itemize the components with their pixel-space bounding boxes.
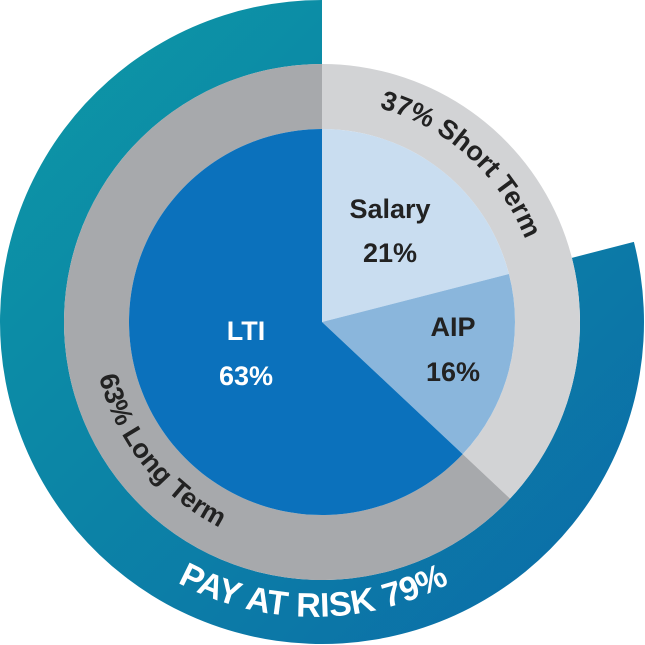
salary-value: 21% xyxy=(363,238,417,268)
salary-label: Salary xyxy=(349,194,430,224)
lti-slice xyxy=(128,129,463,515)
aip-value: 16% xyxy=(426,357,480,387)
lti-value: 63% xyxy=(219,361,273,391)
salary-slice xyxy=(322,129,509,322)
aip-slice xyxy=(322,274,515,455)
long-term-ring-segment xyxy=(64,64,511,580)
aip-label: AIP xyxy=(430,312,475,342)
lti-label: LTI xyxy=(227,316,265,346)
short-term-ring-segment xyxy=(322,64,580,499)
